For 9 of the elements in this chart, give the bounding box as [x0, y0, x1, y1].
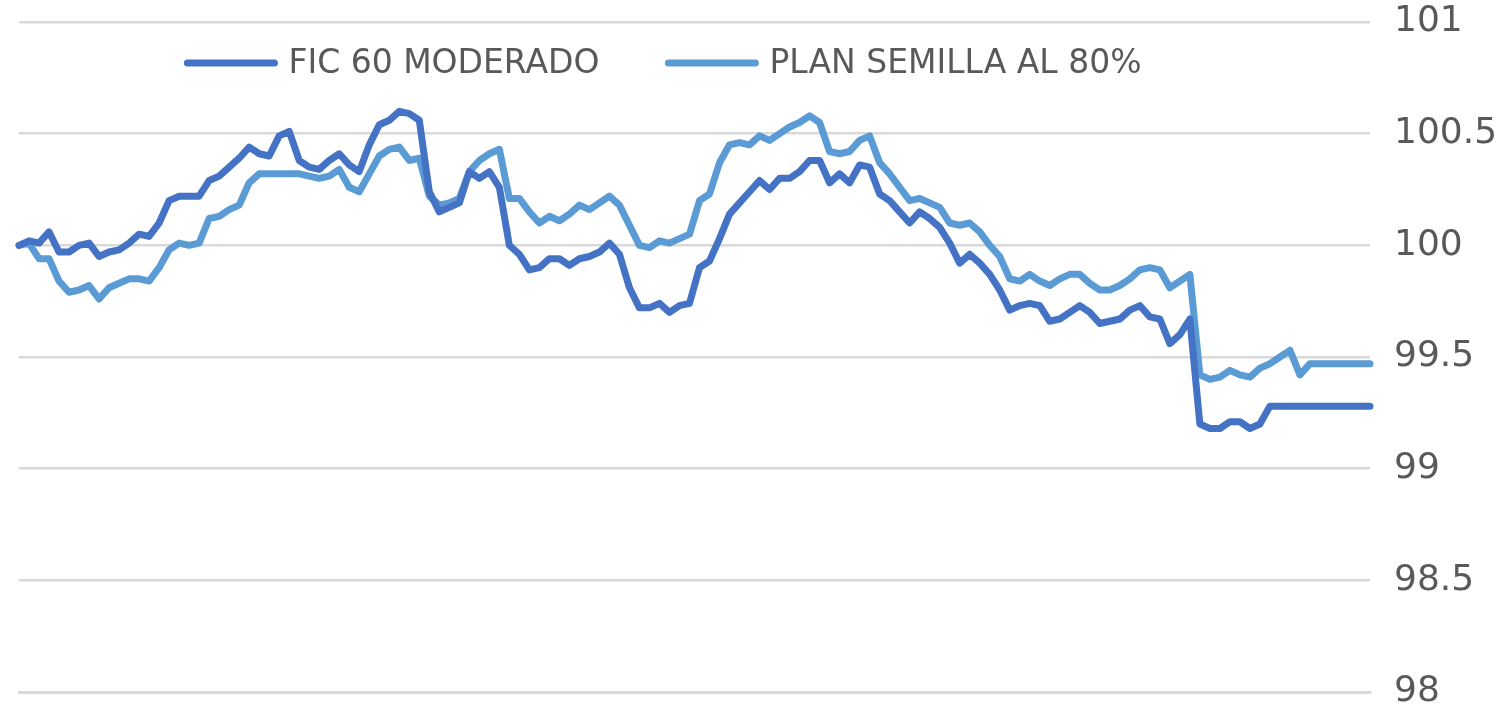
- y-tick-label: 101: [1394, 0, 1463, 40]
- legend-label: PLAN SEMILLA AL 80%: [769, 41, 1142, 81]
- y-tick-label: 99.5: [1394, 333, 1475, 375]
- y-tick-label: 99: [1394, 445, 1440, 487]
- y-tick-label: 98: [1394, 668, 1440, 710]
- y-tick-label: 100: [1394, 221, 1463, 263]
- legend-label: FIC 60 MODERADO: [288, 41, 600, 81]
- y-tick-label: 100.5: [1394, 110, 1498, 152]
- y-tick-label: 98.5: [1394, 556, 1475, 598]
